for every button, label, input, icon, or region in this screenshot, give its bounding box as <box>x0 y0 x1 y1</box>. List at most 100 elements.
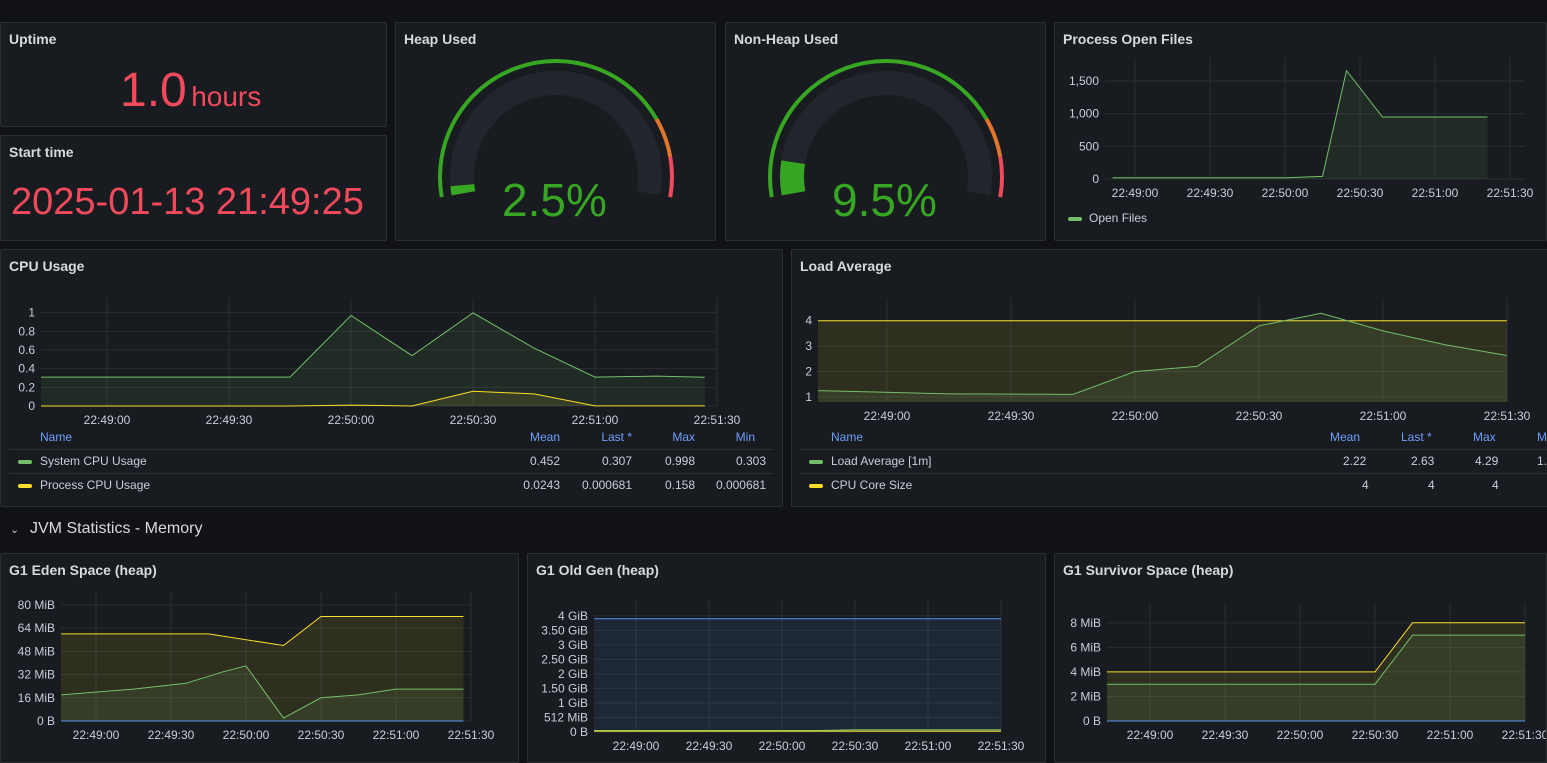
series-line <box>41 312 705 378</box>
x-tick-label: 22:49:30 <box>1202 728 1249 742</box>
legend-row-last: 2.63 <box>1411 454 1435 468</box>
y-tick-label: 3.50 GiB <box>541 623 588 637</box>
uptime-panel[interactable]: Uptime 1.0 hours <box>0 22 387 127</box>
row-title-jvm-memory[interactable]: JVM Statistics - Memory <box>30 520 203 537</box>
legend-row-name[interactable]: System CPU Usage <box>40 454 147 468</box>
series-area <box>1112 70 1488 179</box>
y-tick-label: 1.50 GiB <box>541 681 588 695</box>
legend-row-name[interactable]: Process CPU Usage <box>40 478 151 492</box>
y-tick-label: 2.50 GiB <box>541 652 588 666</box>
series-area <box>594 618 1001 732</box>
legend-divider <box>800 449 1547 450</box>
cpu-usage-panel[interactable]: CPU Usage 0 0.2 0.4 0.6 0.8 1 22:49:00 22:49:30… <box>0 249 783 507</box>
non-heap-value: 9.5% <box>832 174 937 226</box>
x-tick-label: 22:51:00 <box>1360 409 1407 423</box>
x-tick-label: 22:51:00 <box>572 413 619 427</box>
x-tick-label: 22:49:30 <box>988 409 1035 423</box>
x-tick-label: 22:50:00 <box>223 728 270 742</box>
legend-row-last: 0.000681 <box>581 478 632 492</box>
legend-row-max: 0.158 <box>664 478 695 492</box>
start-time-panel[interactable]: Start time 2025-01-13 21:49:25 <box>0 135 387 241</box>
legend-header-min[interactable]: Min <box>735 430 755 444</box>
y-tick-label: 500 <box>1079 139 1099 153</box>
eden-space-chart: 0 B 16 MiB 32 MiB 48 MiB 64 MiB 80 MiB 22:49:0… <box>18 592 495 742</box>
load-average-chart: 1 2 3 4 22:49:00 22:49:30 22:50:00 22:50:30 22:5… <box>805 298 1531 423</box>
x-tick-label: 22:51:00 <box>373 728 420 742</box>
series-area <box>818 313 1507 402</box>
x-tick-label: 22:49:00 <box>1127 728 1174 742</box>
series-area <box>1107 622 1525 721</box>
x-tick-label: 22:51:00 <box>905 739 952 753</box>
y-tick-label: 2 GiB <box>558 667 588 681</box>
legend-open-files[interactable]: Open Files <box>1089 211 1148 225</box>
panel-title: G1 Survivor Space (heap) <box>1063 562 1234 578</box>
legend-header-last[interactable]: Last * <box>601 430 632 444</box>
x-tick-label: 22:49:30 <box>686 739 733 753</box>
x-tick-label: 22:51:30 <box>694 413 741 427</box>
legend-divider <box>800 473 1547 474</box>
y-tick-label: 2 <box>805 365 812 379</box>
series-line <box>41 390 705 407</box>
uptime-number: 1.0 <box>120 64 187 117</box>
row-collapse-chevron-icon[interactable]: ⌄ <box>10 524 20 536</box>
y-tick-label: 48 MiB <box>18 644 55 658</box>
legend-row-mean: 0.0243 <box>523 478 560 492</box>
series-line <box>60 665 464 719</box>
legend-header-min[interactable]: Mi <box>1537 430 1547 444</box>
gauge-threshold-red <box>668 156 674 198</box>
y-tick-label: 1 <box>805 390 812 404</box>
gauge-threshold-orange <box>984 118 1003 158</box>
legend-row-name[interactable]: CPU Core Size <box>831 478 913 492</box>
series-line <box>594 729 1001 731</box>
legend-header-name[interactable]: Name <box>831 430 864 444</box>
uptime-unit: hours <box>191 81 262 112</box>
non-heap-gauge <box>768 59 1004 198</box>
y-tick-label: 4 MiB <box>1070 665 1101 679</box>
legend-row-max: 0.998 <box>664 454 695 468</box>
load-average-panel[interactable]: Load Average 1 2 3 4 22:49:00 22:49:30 22:50:0… <box>791 249 1547 507</box>
x-tick-label: 22:51:30 <box>1502 728 1547 742</box>
legend-header-name[interactable]: Name <box>40 430 73 444</box>
y-tick-label: 4 GiB <box>558 609 588 623</box>
legend-row-last: 0.307 <box>601 454 632 468</box>
gauge-threshold-green <box>438 59 659 198</box>
legend-swatch-green <box>18 460 32 464</box>
old-gen-panel[interactable]: G1 Old Gen (heap) 0 B 512 MiB 1 GiB 1.50 Gi… <box>527 553 1046 763</box>
x-tick-label: 22:49:30 <box>206 413 253 427</box>
series-area <box>818 320 1507 402</box>
survivor-space-panel[interactable]: G1 Survivor Space (heap) 0 B 2 MiB 4 MiB 6 … <box>1054 553 1547 763</box>
y-tick-label: 16 MiB <box>18 691 55 705</box>
legend-divider <box>9 449 774 450</box>
non-heap-used-panel[interactable]: Non-Heap Used 9.5% <box>725 22 1046 241</box>
y-tick-label: 3 GiB <box>558 638 588 652</box>
open-files-panel[interactable]: Process Open Files 0 500 1,000 1,500 22:49:0… <box>1054 22 1547 241</box>
x-tick-label: 22:50:00 <box>1277 728 1324 742</box>
legend-row-mean: 2.22 <box>1343 454 1367 468</box>
x-tick-label: 22:49:00 <box>73 728 120 742</box>
y-tick-label: 512 MiB <box>544 710 588 724</box>
heap-used-panel[interactable]: Heap Used 2.5% <box>395 22 716 241</box>
series-line <box>61 616 464 647</box>
series-area <box>41 312 705 406</box>
y-tick-label: 6 MiB <box>1070 640 1101 654</box>
series-area <box>61 616 464 721</box>
legend-header-mean[interactable]: Mean <box>1330 430 1361 444</box>
series-line <box>1107 622 1525 673</box>
y-tick-label: 0 <box>28 399 35 413</box>
legend-header-max[interactable]: Max <box>1473 430 1496 444</box>
y-tick-label: 80 MiB <box>18 598 55 612</box>
x-tick-label: 22:49:30 <box>148 728 195 742</box>
series-line <box>817 312 1508 395</box>
legend-header-mean[interactable]: Mean <box>529 430 560 444</box>
x-tick-label: 22:51:30 <box>978 739 1025 753</box>
legend-header-last[interactable]: Last * <box>1401 430 1432 444</box>
survivor-space-chart: 0 B 2 MiB 4 MiB 6 MiB 8 MiB 22:49:00 22:49:30 2… <box>1070 603 1547 742</box>
eden-space-panel[interactable]: G1 Eden Space (heap) 0 B 16 MiB 32 MiB 48 M… <box>0 553 519 763</box>
legend-row-name[interactable]: Load Average [1m] <box>831 454 932 468</box>
gauge-track <box>450 71 662 196</box>
x-tick-label: 22:50:30 <box>1352 728 1399 742</box>
legend-header-max[interactable]: Max <box>672 430 695 444</box>
y-tick-label: 8 MiB <box>1070 616 1101 630</box>
gauge-threshold-orange <box>654 118 673 158</box>
